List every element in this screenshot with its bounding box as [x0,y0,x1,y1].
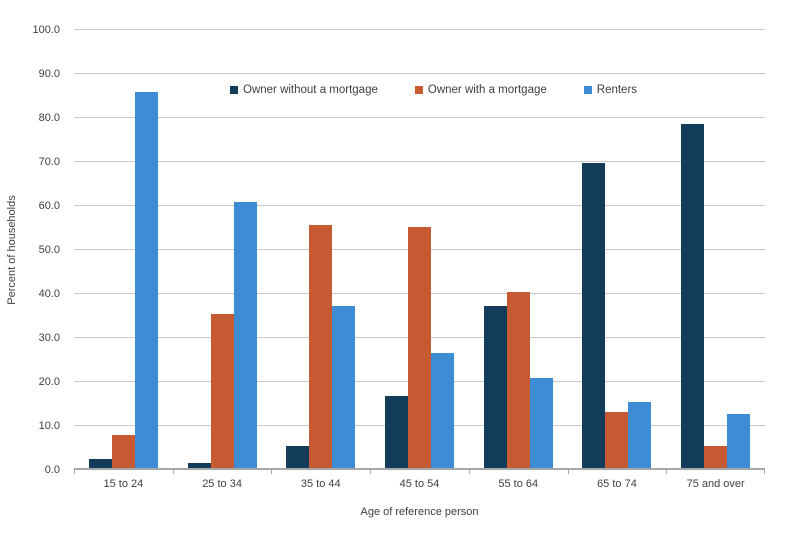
x-tick-label: 75 and over [686,478,745,490]
legend-label: Renters [596,84,638,96]
bar-renters-25-to-34 [233,201,257,470]
bar-owner-with-a-mortgage-25-to-34 [210,313,234,470]
y-axis: 0.0 10.0 20.0 30.0 40.0 50.0 60.0 70.0 80.0 90.0 1… [0,24,68,476]
x-tick-label: 15 to 24 [103,478,144,490]
bar-owner-with-a-mortgage-15-to-24 [111,434,135,470]
y-tick-label: 80.0 [38,112,60,124]
bar-renters-45-to-54 [431,352,455,470]
bar-group: 65 to 74 [567,30,667,490]
gridline [74,73,765,74]
bar-group: 35 to 44 [271,30,370,490]
bar-owner-with-a-mortgage-65-to-74 [605,411,629,470]
bar-renters-65-to-74 [628,402,652,470]
bar-group: 55 to 64 [468,30,568,490]
x-tick-mark [764,470,766,474]
bar-owner-without-a-mortgage-15-to-24 [88,459,112,470]
bar-group: 25 to 34 [172,30,272,490]
bar-owner-without-a-mortgage-35-to-44 [286,445,310,470]
bar-owner-without-a-mortgage-75-and-over [681,123,705,470]
bar-renters-75-and-over [727,413,751,470]
bar-groups: 15 to 24 25 to 34 35 to 44 45 to 54 55 to 64… [74,30,766,490]
x-axis-title: Age of reference person [360,506,479,518]
y-tick-label: 30.0 [38,332,60,344]
bar-group: 15 to 24 [74,30,173,490]
y-tick-label: 100.0 [32,24,60,36]
x-tick-mark [74,470,75,474]
bar-renters-55-to-64 [529,377,553,470]
gridline [74,29,765,30]
legend-swatch-icon [414,86,423,94]
legend-swatch-icon [583,86,592,94]
gridline [74,117,765,118]
bar-owner-without-a-mortgage-55-to-64 [483,305,507,470]
y-tick-label: 70.0 [38,156,60,168]
x-axis-line [74,468,765,470]
x-tick-mark [468,470,470,474]
x-tick-mark [370,470,372,474]
bar-owner-without-a-mortgage-45-to-54 [385,396,409,470]
legend-swatch-icon [230,86,238,94]
bar-owner-without-a-mortgage-65-to-74 [582,163,606,470]
gridline [74,161,765,162]
y-tick-label: 90.0 [38,68,60,80]
plot-area: 15 to 24 25 to 34 35 to 44 45 to 54 55 to 64… [74,29,766,490]
bar-group: 75 and over [666,30,766,490]
bar-group: 45 to 54 [370,30,469,490]
x-tick-label: 35 to 44 [300,478,341,490]
x-tick-label: 45 to 54 [399,478,440,490]
x-tick-mark [567,470,569,474]
x-tick-mark [666,470,668,474]
legend-item-owner-with-a-mortgage: Owner with a mortgage [414,84,547,96]
bar-renters-35-to-44 [332,305,356,470]
bar-owner-without-a-mortgage-25-to-34 [187,463,211,470]
x-tick-label: 55 to 64 [498,478,539,490]
x-tick-mark [172,470,174,474]
y-tick-label: 50.0 [38,244,60,256]
y-tick-label: 10.0 [38,420,60,432]
bar-owner-with-a-mortgage-55-to-64 [506,292,530,470]
legend-item-owner-without-a-mortgage: Owner without a mortgage [230,84,378,96]
legend-label: Owner without a mortgage [243,84,378,96]
y-tick-label: 0.0 [44,464,60,476]
legend-item-renters: Renters [583,84,638,96]
x-tick-mark [271,470,273,474]
legend-label: Owner with a mortgage [427,84,547,96]
y-tick-label: 40.0 [38,288,60,300]
y-tick-label: 20.0 [38,376,60,388]
legend: Owner without a mortgage Owner with a mor… [230,84,637,96]
y-tick-label: 60.0 [38,200,60,212]
bar-owner-with-a-mortgage-45-to-54 [408,227,432,470]
gridline [74,205,765,206]
bar-owner-with-a-mortgage-75-and-over [704,445,728,470]
x-tick-label: 25 to 34 [202,478,242,490]
bar-renters-15-to-24 [134,91,158,470]
bar-owner-with-a-mortgage-35-to-44 [309,225,333,470]
x-tick-label: 65 to 74 [597,478,637,490]
